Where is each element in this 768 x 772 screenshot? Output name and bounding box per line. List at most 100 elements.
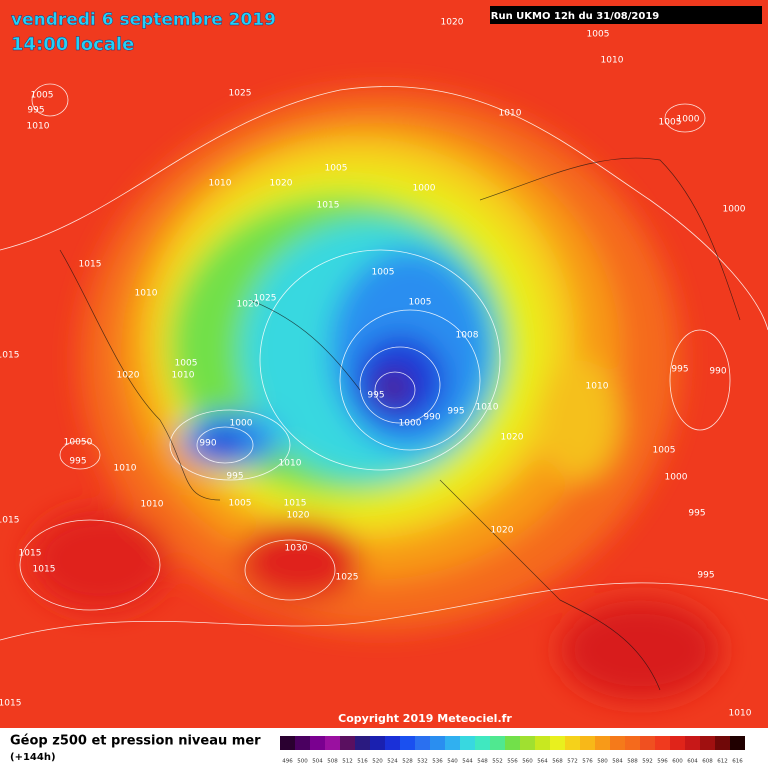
isobar-label: 1010 (279, 459, 302, 469)
scale-swatch (445, 736, 460, 750)
scale-label: 576 (582, 759, 593, 765)
isobar-label: 1015 (79, 260, 102, 270)
scale-swatch (625, 736, 640, 750)
scale-swatch (340, 736, 355, 750)
scale-label: 508 (327, 759, 338, 765)
scale-label: 588 (627, 759, 638, 765)
scale-swatch (700, 736, 715, 750)
scale-swatch (430, 736, 445, 750)
scale-label: 556 (507, 759, 518, 765)
isobar-label: 1000 (665, 473, 688, 483)
scale-label: 572 (567, 759, 578, 765)
isobar-label: 1020 (491, 526, 514, 536)
isobar-label: 1000 (230, 419, 253, 429)
isobar-label: 1000 (677, 115, 700, 125)
isobar-label: 1010 (172, 371, 195, 381)
scale-label: 496 (282, 759, 293, 765)
scale-swatch (715, 736, 730, 750)
isobar-label: 995 (226, 472, 243, 482)
isobar-label: 995 (69, 457, 86, 467)
isobar-label: 1030 (285, 544, 308, 554)
isobar-label: 1015 (284, 499, 307, 509)
isobar-label: 1010 (114, 464, 137, 474)
isobar-label: 1005 (229, 499, 252, 509)
scale-swatch (295, 736, 310, 750)
scale-label: 504 (312, 759, 323, 765)
scale-label: 596 (657, 759, 668, 765)
isobar-label: 1010 (601, 56, 624, 66)
isobar-label: 1010 (499, 109, 522, 119)
scale-label: 528 (402, 759, 413, 765)
scale-label: 552 (492, 759, 503, 765)
isobar-label: 990 (199, 439, 216, 449)
scale-swatch (730, 736, 745, 750)
scale-label: 548 (477, 759, 488, 765)
isobar-label: 1025 (229, 89, 252, 99)
scale-swatch (460, 736, 475, 750)
isobar-label: 1015 (19, 549, 42, 559)
scale-swatch (655, 736, 670, 750)
scale-label: 512 (342, 759, 353, 765)
scale-swatch (310, 736, 325, 750)
scale-swatch (640, 736, 655, 750)
legend-title: Géop z500 et pression niveau mer (10, 734, 261, 749)
isobar-label: 10050 (64, 438, 93, 448)
scale-swatch (670, 736, 685, 750)
scale-label: 604 (687, 759, 698, 765)
time: 14:00 locale (11, 34, 134, 55)
isobar-label: 990 (709, 367, 726, 377)
scale-label: 568 (552, 759, 563, 765)
run-box (490, 6, 762, 24)
isobar-label: 990 (423, 413, 440, 423)
scale-swatch (280, 736, 295, 750)
isobar-label: 995 (27, 106, 44, 116)
scale-swatch (370, 736, 385, 750)
scale-label: 524 (387, 759, 398, 765)
scale-swatch (580, 736, 595, 750)
isobar-label: 1005 (325, 164, 348, 174)
isobar-label: 1010 (135, 289, 158, 299)
scale-label: 564 (537, 759, 548, 765)
scale-label: 532 (417, 759, 428, 765)
isobar-label: 1025 (254, 294, 277, 304)
isobar-label: 995 (671, 365, 688, 375)
isobar-label: 1015 (0, 351, 19, 361)
scale-label: 544 (462, 759, 473, 765)
date: vendredi 6 septembre 2019 (11, 10, 276, 30)
scale-swatch (610, 736, 625, 750)
coastlines (59, 157, 741, 691)
isobar-label: 1010 (476, 403, 499, 413)
isobar-label: 1010 (729, 709, 752, 719)
isobar-label: 1020 (237, 300, 260, 310)
isobar-label: 1008 (456, 331, 479, 341)
isobar-label: 1005 (175, 359, 198, 369)
scale-label: 592 (642, 759, 653, 765)
scale-swatch (475, 736, 490, 750)
isobar-label: 1005 (653, 446, 676, 456)
isobar-label: 1010 (586, 382, 609, 392)
isobar-label: 1020 (270, 179, 293, 189)
scale-swatch (325, 736, 340, 750)
scale-label: 540 (447, 759, 458, 765)
scale-swatch (685, 736, 700, 750)
lead-time: (+144h) (10, 752, 56, 763)
isobar-label: 995 (688, 509, 705, 519)
scale-label: 616 (732, 759, 743, 765)
isobar-label: 1005 (31, 91, 54, 101)
run-info: Run UKMO 12h du 31/08/2019 (491, 11, 660, 22)
isobar-label: 1000 (399, 419, 422, 429)
scale-swatch (355, 736, 370, 750)
isobar-label: 1015 (317, 201, 340, 211)
scale-swatch (505, 736, 520, 750)
scale-swatch (565, 736, 580, 750)
isobar-label: 1015 (0, 699, 21, 709)
isobar-label: 1015 (0, 516, 19, 526)
scale-swatch (550, 736, 565, 750)
scale-label: 536 (432, 759, 443, 765)
isobar-label: 1020 (287, 511, 310, 521)
scale-swatch (385, 736, 400, 750)
scale-label: 560 (522, 759, 533, 765)
isobar-label: 1010 (209, 179, 232, 189)
isobar-label: 1010 (141, 500, 164, 510)
